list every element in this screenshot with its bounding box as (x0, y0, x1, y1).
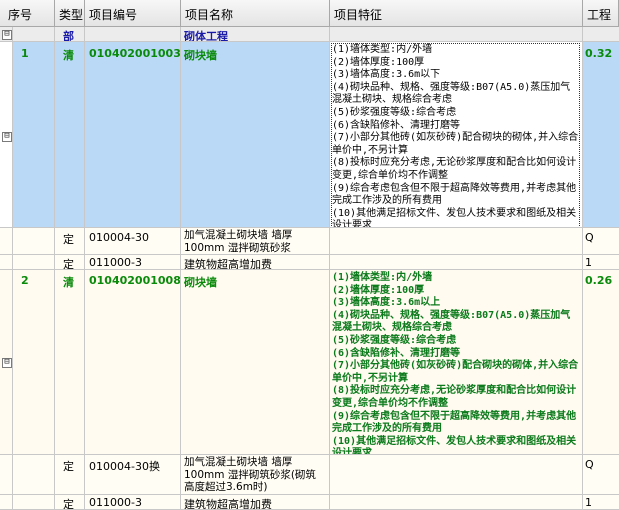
collapse-icon[interactable]: ⊟ (2, 132, 12, 142)
bill-item-row[interactable]: ⊟ 2 清 010402001008 砌块墙 (1)墙体类型:内/外墙 (2)墙… (0, 270, 619, 455)
item-feature[interactable]: (1)墙体类型:内/外墙 (2)墙体厚度:100厚 (3)墙体高度:3.6m以上… (332, 272, 579, 455)
item-feature-editor[interactable]: (1)墙体类型:内/外墙 (2)墙体厚度:100厚 (3)墙体高度:3.6m以下… (331, 43, 580, 227)
quota-row[interactable]: 定 010004-30 Zc 加气混凝土砌块墙 墙厚100mm 湿拌砌筑砂浆 Q (0, 228, 619, 255)
item-name[interactable]: 砌块墙 (184, 49, 217, 62)
quota-name[interactable]: 加气混凝土砌块墙 墙厚100mm 湿拌砌筑砂浆 (184, 229, 293, 254)
section-name: 砌体工程 (184, 30, 228, 42)
item-code[interactable]: 010402001003 (89, 47, 181, 60)
quota-name[interactable]: 建筑物超高增加费 (184, 498, 272, 510)
item-code[interactable]: 010402001008 (89, 274, 181, 287)
quota-code[interactable]: 011000-3 (89, 256, 142, 269)
quota-qty[interactable]: 1 (585, 256, 592, 269)
quota-code[interactable]: 010004-30换 (89, 460, 160, 473)
quota-type: 定 (63, 258, 74, 270)
item-qty[interactable]: 0.26 (585, 274, 613, 287)
quota-qty[interactable]: 1 (585, 496, 592, 509)
section-row[interactable]: ⊟ 部 砌体工程 (0, 27, 619, 42)
item-name[interactable]: 砌块墙 (184, 276, 217, 289)
section-type: 部 (63, 30, 74, 42)
quota-qty[interactable]: Q (585, 231, 594, 244)
col-header-seq[interactable]: 序号 (0, 0, 55, 27)
bill-item-row[interactable]: ⊟ 1 清 010402001003 砌块墙 (1)墙体类型:内/外墙 (2)墙… (0, 42, 619, 228)
col-header-feature[interactable]: 项目特征 (330, 0, 583, 27)
quota-name[interactable]: 建筑物超高增加费 (184, 258, 272, 270)
col-header-type[interactable]: 类型 (55, 0, 85, 27)
col-header-code[interactable]: 项目编号 (85, 0, 181, 27)
item-seq: 1 (21, 47, 29, 60)
quota-code[interactable]: 010004-30 (89, 231, 149, 244)
item-type: 清 (63, 276, 74, 289)
item-type: 清 (63, 49, 74, 62)
grid-header: 序号 类型 项目编号 项目名称 项目特征 工程量 (0, 0, 619, 27)
quota-code[interactable]: 011000-3 (89, 496, 142, 509)
item-seq: 2 (21, 274, 29, 287)
col-header-name[interactable]: 项目名称 (181, 0, 330, 27)
quota-type: 定 (63, 498, 74, 510)
item-qty[interactable]: 0.32 (585, 47, 613, 60)
col-header-qty[interactable]: 工程量 (583, 0, 619, 27)
collapse-icon[interactable]: ⊟ (2, 30, 12, 40)
quota-row[interactable]: 定 011000-3 建筑物超高增加费 1 (0, 495, 619, 510)
quota-qty[interactable]: Q (585, 458, 594, 471)
quota-name[interactable]: 加气混凝土砌块墙 墙厚100mm 湿拌砌筑砂浆(砌筑高度超过3.6m时) (184, 456, 316, 493)
collapse-icon[interactable]: ⊟ (2, 358, 12, 368)
quota-row[interactable]: 定 010004-30换 Zc 加气混凝土砌块墙 墙厚100mm 湿拌砌筑砂浆(… (0, 455, 619, 495)
quota-type: 定 (63, 233, 74, 246)
quota-type: 定 (63, 460, 74, 473)
quota-row[interactable]: 定 011000-3 建筑物超高增加费 1 (0, 255, 619, 270)
